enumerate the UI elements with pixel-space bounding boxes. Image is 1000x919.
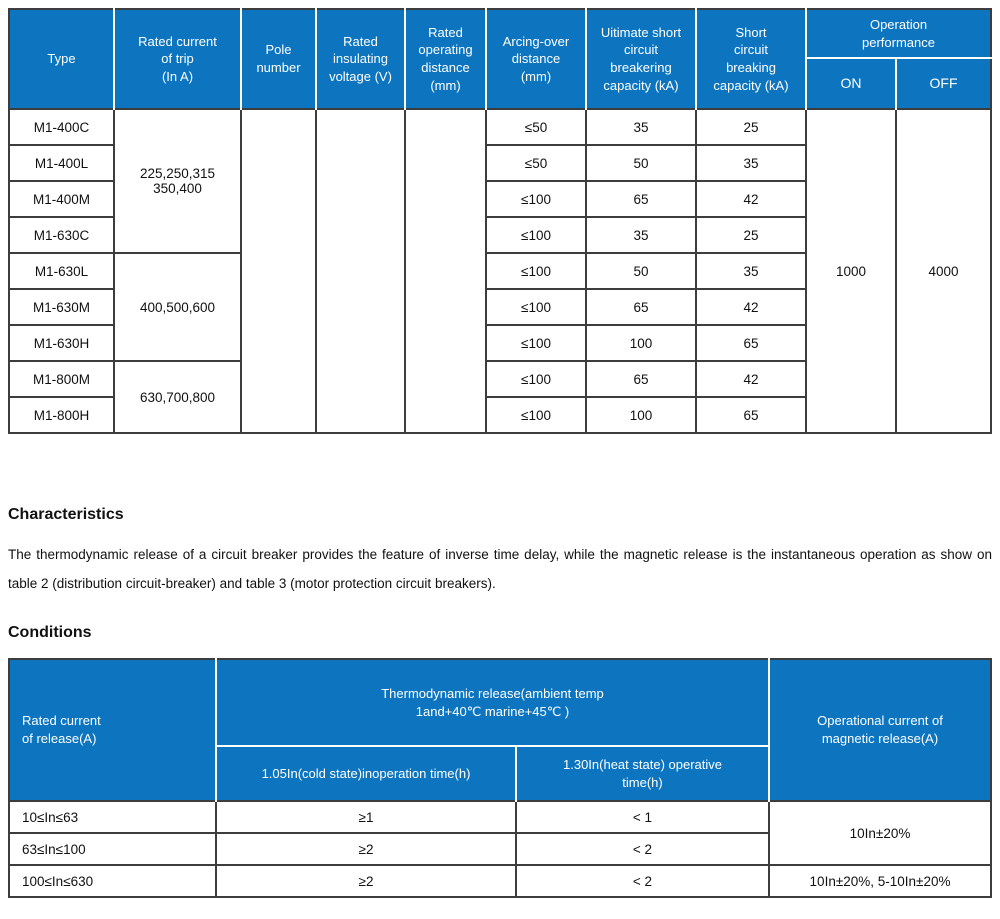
magnetic-release-cell: 10In±20% <box>768 800 993 867</box>
heat-state-cell: < 2 <box>514 832 771 867</box>
col-header-type: Type <box>9 9 115 109</box>
short-capacity-cell: 25 <box>695 216 807 254</box>
ultimate-capacity-cell: 35 <box>585 216 697 254</box>
release-conditions-table: Rated current of release(A) Thermodynami… <box>8 658 993 899</box>
cond-header-row-1: Rated current of release(A) Thermodynami… <box>9 659 992 802</box>
operation-off-cell: 4000 <box>894 108 993 434</box>
ultimate-capacity-cell: 100 <box>585 396 697 434</box>
arcing-cell: ≤50 <box>485 144 587 182</box>
conditions-heading: Conditions <box>8 624 92 642</box>
insulating-voltage-cell <box>315 108 406 434</box>
col-header-cold-state: 1.05In(cold state)inoperation time(h) <box>216 746 517 802</box>
col-header-insulating-voltage: Rated insulating voltage (V) <box>316 9 406 109</box>
short-capacity-cell: 25 <box>695 108 807 146</box>
col-header-arcing-distance: Arcing-over distance (mm) <box>486 9 587 109</box>
ultimate-capacity-cell: 65 <box>585 180 697 218</box>
release-range-cell: 100≤In≤630 <box>8 864 217 899</box>
type-cell: M1-400L <box>8 144 115 182</box>
col-header-pole-number: Pole number <box>241 9 317 109</box>
short-capacity-cell: 35 <box>695 144 807 182</box>
table-row: M1-400L ≤50 50 35 <box>8 144 991 182</box>
short-capacity-cell: 42 <box>695 360 807 398</box>
arcing-cell: ≤100 <box>485 180 587 218</box>
type-cell: M1-400M <box>8 180 115 218</box>
short-capacity-cell: 35 <box>695 252 807 290</box>
trip-current-group-cell: 630,700,800 <box>113 360 242 434</box>
table-row: M1-630C ≤100 35 25 <box>8 216 991 254</box>
ultimate-capacity-cell: 50 <box>585 144 697 182</box>
spec-header-row-2: ON OFF <box>9 58 992 109</box>
table-row: M1-630L 400,500,600 ≤100 50 35 <box>8 252 991 362</box>
arcing-cell: ≤100 <box>485 216 587 254</box>
breaker-spec-table: Type Rated current of trip (In A) Pole n… <box>8 8 993 434</box>
arcing-cell: ≤100 <box>485 288 587 326</box>
col-header-on: ON <box>806 58 897 109</box>
release-range-cell: 10≤In≤63 <box>8 800 217 835</box>
type-cell: M1-630H <box>8 324 115 362</box>
table-row: 63≤In≤100 ≥2 < 2 <box>8 832 991 867</box>
table-row: M1-630H ≤100 100 65 <box>8 324 991 362</box>
trip-current-group-cell: 225,250,315 350,400 <box>113 108 242 254</box>
short-capacity-cell: 42 <box>695 180 807 218</box>
type-cell: M1-630L <box>8 252 115 290</box>
arcing-cell: ≤100 <box>485 252 587 290</box>
heat-state-cell: < 1 <box>514 800 771 835</box>
cond-header-row-2: 1.05In(cold state)inoperation time(h) 1.… <box>9 746 991 802</box>
ultimate-capacity-cell: 50 <box>585 252 697 290</box>
ultimate-capacity-cell: 100 <box>585 324 697 362</box>
col-header-rated-current: Rated current of trip (In A) <box>114 9 242 109</box>
cold-state-cell: ≥2 <box>215 864 517 899</box>
arcing-cell: ≤100 <box>485 396 587 434</box>
arcing-cell: ≤100 <box>485 360 587 398</box>
characteristics-heading: Characteristics <box>8 506 124 523</box>
type-cell: M1-400C <box>8 108 115 146</box>
col-header-off: OFF <box>896 58 992 109</box>
cold-state-cell: ≥1 <box>215 800 517 835</box>
cold-state-cell: ≥2 <box>215 832 517 867</box>
ultimate-capacity-cell: 65 <box>585 288 697 326</box>
arcing-cell: ≤50 <box>485 108 587 146</box>
col-header-operating-distance: Rated operating distance (mm) <box>405 9 487 109</box>
table-row: M1-800M 630,700,800 ≤100 65 42 <box>8 360 991 434</box>
table-row: M1-800H ≤100 100 65 <box>8 396 991 434</box>
release-range-cell: 63≤In≤100 <box>8 832 217 867</box>
short-capacity-cell: 65 <box>695 324 807 362</box>
pole-number-cell <box>240 108 317 434</box>
table-row: M1-630M ≤100 65 42 <box>8 288 991 326</box>
short-capacity-cell: 65 <box>695 396 807 434</box>
type-cell: M1-800M <box>8 360 115 398</box>
short-capacity-cell: 42 <box>695 288 807 326</box>
col-header-operation-performance: Operation performance <box>806 9 992 59</box>
operating-distance-cell <box>404 108 487 434</box>
operation-on-cell: 1000 <box>805 108 897 434</box>
table-row: M1-400M ≤100 65 42 <box>8 180 991 218</box>
table-row: M1-400C 225,250,315 350,400 ≤50 35 25 10… <box>8 108 993 434</box>
col-header-magnetic-release: Operational current of magnetic release(… <box>769 659 992 802</box>
characteristics-text: The thermodynamic release of a circuit b… <box>8 547 992 592</box>
spec-header-row-1: Type Rated current of trip (In A) Pole n… <box>9 9 992 109</box>
type-cell: M1-630M <box>8 288 115 326</box>
col-header-short-capacity: Short circuit breaking capacity (kA) <box>696 9 807 109</box>
heat-state-cell: < 2 <box>514 864 771 899</box>
col-header-thermodynamic-release: Thermodynamic release(ambient temp 1and+… <box>216 659 771 748</box>
trip-current-group-cell: 400,500,600 <box>113 252 242 362</box>
table-row: 100≤In≤630 ≥2 < 2 10In±20%, 5-10In±20% <box>8 864 993 899</box>
ultimate-capacity-cell: 35 <box>585 108 697 146</box>
table-row: 10≤In≤63 ≥1 < 1 10In±20% <box>8 800 993 867</box>
col-header-rated-release: Rated current of release(A) <box>9 659 217 802</box>
type-cell: M1-800H <box>8 396 115 434</box>
type-cell: M1-630C <box>8 216 115 254</box>
col-header-heat-state: 1.30In(heat state) operative time(h) <box>516 746 771 802</box>
arcing-cell: ≤100 <box>485 324 587 362</box>
magnetic-release-cell: 10In±20%, 5-10In±20% <box>768 864 993 899</box>
col-header-ultimate-capacity: Uitimate short circuit breakering capaci… <box>586 9 697 109</box>
ultimate-capacity-cell: 65 <box>585 360 697 398</box>
